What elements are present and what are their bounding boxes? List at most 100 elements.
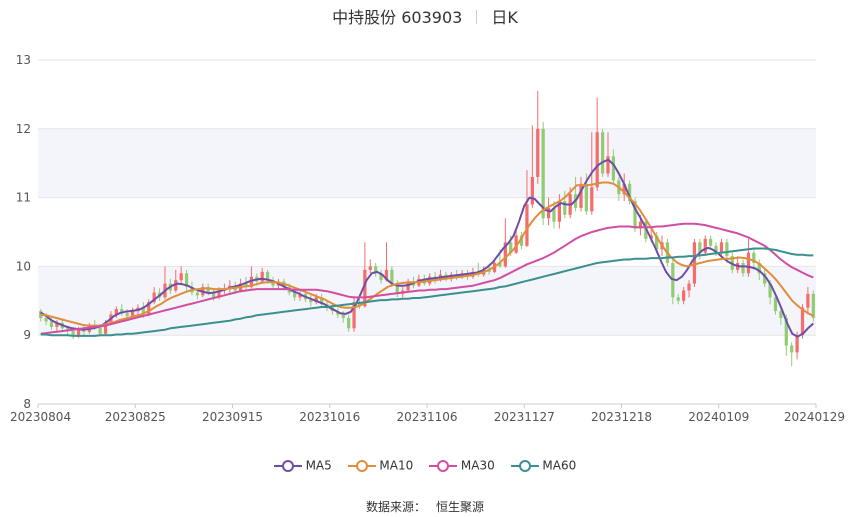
legend-item-ma5[interactable]: MA5 bbox=[273, 458, 332, 473]
candle-body[interactable] bbox=[654, 235, 659, 250]
candle-body[interactable] bbox=[600, 132, 605, 174]
candle-body[interactable] bbox=[352, 302, 356, 329]
candle-body[interactable] bbox=[82, 329, 86, 332]
candle-body[interactable] bbox=[714, 245, 718, 253]
candle-body[interactable] bbox=[147, 302, 151, 315]
candle-body[interactable] bbox=[627, 183, 632, 202]
candle-body[interactable] bbox=[320, 297, 324, 305]
legend-item-ma10[interactable]: MA10 bbox=[347, 458, 413, 473]
candle-body[interactable] bbox=[752, 252, 756, 263]
candle-body[interactable] bbox=[590, 187, 594, 212]
candle-body[interactable] bbox=[584, 183, 589, 212]
candle-body[interactable] bbox=[725, 242, 729, 257]
candle-body[interactable] bbox=[260, 271, 264, 282]
candle-body[interactable] bbox=[249, 276, 254, 288]
candle-body[interactable] bbox=[703, 238, 707, 253]
candle-body[interactable] bbox=[357, 302, 362, 307]
candle-body[interactable] bbox=[347, 318, 351, 329]
candle-body[interactable] bbox=[49, 321, 54, 327]
candle-body[interactable] bbox=[314, 297, 318, 303]
candle-body[interactable] bbox=[379, 273, 383, 281]
candle-body[interactable] bbox=[298, 293, 302, 298]
candle-body[interactable] bbox=[211, 292, 216, 298]
candle-body[interactable] bbox=[525, 204, 529, 246]
candle-body[interactable] bbox=[98, 326, 102, 334]
candle-body[interactable] bbox=[638, 221, 643, 229]
chart-title: 中持股份 603903 日K bbox=[0, 4, 850, 28]
candle-body[interactable] bbox=[217, 290, 221, 298]
candle-body[interactable] bbox=[741, 262, 745, 274]
candle-body[interactable] bbox=[152, 292, 156, 303]
candle-body[interactable] bbox=[368, 266, 372, 270]
candle-body[interactable] bbox=[390, 269, 394, 284]
candle-body[interactable] bbox=[676, 297, 680, 301]
candle-body[interactable] bbox=[363, 269, 367, 307]
candle-body[interactable] bbox=[341, 314, 345, 318]
candle-body[interactable] bbox=[779, 311, 783, 318]
candle-body[interactable] bbox=[557, 201, 561, 222]
candle-body[interactable] bbox=[541, 128, 545, 219]
candle-body[interactable] bbox=[71, 331, 75, 336]
candle-body[interactable] bbox=[498, 262, 502, 267]
candle-body[interactable] bbox=[784, 318, 788, 346]
candle-body[interactable] bbox=[114, 309, 118, 315]
candle-body[interactable] bbox=[687, 283, 691, 291]
candle-body[interactable] bbox=[763, 273, 767, 284]
candle-body[interactable] bbox=[611, 156, 616, 181]
candle-body[interactable] bbox=[709, 238, 713, 246]
candle-body[interactable] bbox=[384, 269, 389, 281]
candle-body[interactable] bbox=[811, 293, 815, 318]
candle-body[interactable] bbox=[130, 311, 135, 316]
candle-body[interactable] bbox=[790, 345, 794, 353]
candle-body[interactable] bbox=[563, 201, 567, 215]
legend-item-ma60[interactable]: MA60 bbox=[510, 458, 576, 473]
candle-body[interactable] bbox=[536, 128, 540, 177]
candle-body[interactable] bbox=[806, 293, 810, 308]
candle-body[interactable] bbox=[622, 183, 626, 195]
candle-body[interactable] bbox=[682, 290, 686, 301]
candle-body[interactable] bbox=[606, 156, 610, 174]
candle-body[interactable] bbox=[55, 322, 59, 327]
legend-item-ma30[interactable]: MA30 bbox=[429, 458, 495, 473]
y-tick-label: 12 bbox=[16, 122, 31, 136]
x-tick-label: 20230804 bbox=[10, 410, 71, 424]
candle-body[interactable] bbox=[757, 262, 761, 274]
candle-body[interactable] bbox=[800, 307, 805, 336]
candle-body[interactable] bbox=[519, 235, 524, 246]
candle-body[interactable] bbox=[206, 287, 210, 293]
candle-body[interactable] bbox=[692, 242, 697, 284]
candle-body[interactable] bbox=[698, 242, 702, 253]
candle-body[interactable] bbox=[244, 283, 248, 288]
candle-body[interactable] bbox=[552, 207, 556, 222]
candle-body[interactable] bbox=[265, 271, 270, 281]
candle-body[interactable] bbox=[184, 273, 189, 288]
candle-body[interactable] bbox=[530, 176, 534, 205]
candle-body[interactable] bbox=[309, 299, 313, 303]
candle-body[interactable] bbox=[39, 311, 43, 318]
candle-body[interactable] bbox=[719, 242, 724, 253]
candle-body[interactable] bbox=[293, 292, 297, 298]
candle-body[interactable] bbox=[103, 322, 108, 334]
candle-body[interactable] bbox=[503, 242, 507, 267]
candle-body[interactable] bbox=[633, 201, 637, 229]
candle-body[interactable] bbox=[795, 335, 799, 353]
candle-body[interactable] bbox=[120, 309, 124, 314]
candle-body[interactable] bbox=[395, 283, 399, 294]
candle-body[interactable] bbox=[579, 183, 583, 208]
candle-body[interactable] bbox=[546, 207, 551, 219]
candle-body[interactable] bbox=[374, 266, 378, 274]
candle-body[interactable] bbox=[514, 235, 518, 253]
candle-body[interactable] bbox=[509, 242, 513, 253]
candle-body[interactable] bbox=[773, 297, 778, 312]
candle-body[interactable] bbox=[179, 273, 183, 281]
candle-body[interactable] bbox=[768, 283, 772, 298]
candle-body[interactable] bbox=[195, 292, 200, 296]
candle-body[interactable] bbox=[76, 329, 81, 336]
stock-name: 中持股份 603903 bbox=[332, 8, 463, 27]
candle-body[interactable] bbox=[44, 318, 48, 322]
candle-body[interactable] bbox=[125, 313, 129, 316]
candle-body[interactable] bbox=[141, 307, 145, 315]
candle-body[interactable] bbox=[595, 132, 599, 188]
candle-body[interactable] bbox=[487, 269, 491, 272]
candle-body[interactable] bbox=[746, 252, 751, 274]
